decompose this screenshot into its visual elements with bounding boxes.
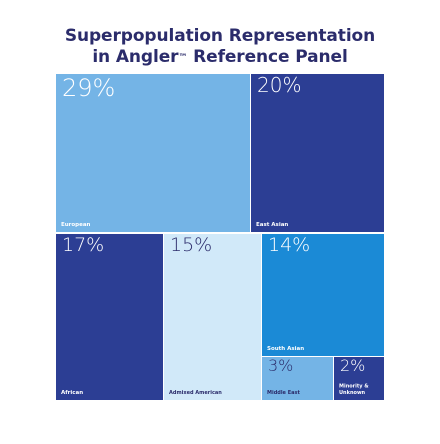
- tile-middle-east-value: 3%: [268, 356, 293, 375]
- chart-title-line-1: Superpopulation Representation: [64, 26, 376, 46]
- tile-african: 17% African: [56, 234, 163, 400]
- tile-east-asian-value: 20%: [257, 73, 301, 97]
- chart-title-line-2-end: Reference Panel: [187, 47, 348, 67]
- tile-south-asian-label: South Asian: [267, 346, 304, 352]
- tile-minority-unknown-label: Minority & Unknown: [339, 384, 369, 397]
- trademark-mark: ™: [178, 53, 188, 63]
- tile-middle-east-area: [262, 357, 333, 400]
- tile-minority-unknown: 2% Minority & Unknown: [334, 356, 384, 400]
- tile-admixed-american: 15% Admixed American: [164, 234, 261, 400]
- tile-european-area: [56, 74, 250, 232]
- tile-east-asian: 20% East Asian: [251, 73, 384, 232]
- tile-european: 29% European: [56, 74, 250, 232]
- tile-admixed-american-value: 15%: [170, 234, 212, 256]
- tile-east-asian-area: [251, 74, 384, 232]
- tile-admixed-american-label: Admixed American: [169, 390, 222, 396]
- tile-east-asian-label: East Asian: [256, 222, 288, 228]
- tile-african-value: 17%: [62, 234, 104, 256]
- tile-middle-east: 3% Middle East: [262, 356, 333, 400]
- tile-south-asian: 14% South Asian: [262, 234, 384, 356]
- chart-title-line-2-start: in Angler: [92, 47, 179, 67]
- tile-south-asian-area: [262, 234, 384, 356]
- tile-african-area: [56, 234, 163, 400]
- tile-middle-east-label: Middle East: [267, 390, 300, 396]
- tile-minority-unknown-value: 2%: [340, 356, 365, 375]
- tile-admixed-american-area: [164, 234, 261, 400]
- chart-title: Superpopulation Representation in Angler…: [0, 26, 440, 68]
- chart-title-line-2: in Angler™ Reference Panel: [0, 47, 440, 68]
- tile-european-value: 29%: [62, 74, 115, 102]
- tile-european-label: European: [61, 222, 91, 228]
- tile-minority-unknown-area: [334, 357, 384, 400]
- tile-african-label: African: [61, 390, 83, 396]
- tile-south-asian-value: 14%: [268, 234, 310, 256]
